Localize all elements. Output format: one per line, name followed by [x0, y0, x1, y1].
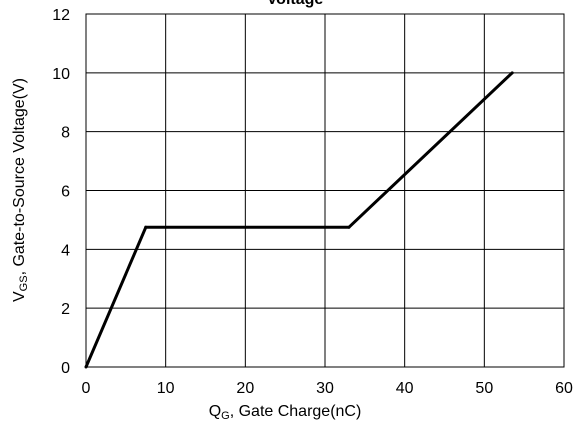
- y-tick-label: 0: [61, 360, 70, 377]
- x-tick-label: 30: [316, 380, 334, 397]
- y-tick-label: 10: [52, 66, 70, 83]
- series-group: [84, 71, 514, 369]
- chart-title: Voltage: [267, 0, 324, 8]
- y-tick-label: 6: [61, 184, 70, 201]
- x-tick-label: 60: [555, 380, 573, 397]
- y-axis-title-main: V: [11, 291, 28, 302]
- series-line: [84, 71, 514, 368]
- x-tick-label: 50: [475, 380, 493, 397]
- series-point: [510, 71, 514, 75]
- tick-labels: 0 10 20 30 40 50 60 0 2 4 6 8 10 12: [52, 7, 573, 397]
- grid-lines: [85, 13, 565, 368]
- y-tick-label: 4: [61, 242, 70, 259]
- y-tick-label: 12: [52, 7, 70, 24]
- y-tick-label: 2: [61, 301, 70, 318]
- x-tick-label: 20: [236, 380, 254, 397]
- x-tick-label: 10: [157, 380, 175, 397]
- series-point: [144, 225, 148, 229]
- x-axis-title: QG, Gate Charge(nC): [209, 403, 362, 422]
- y-tick-label: 8: [61, 125, 70, 142]
- x-axis-title-sub: G: [221, 410, 230, 422]
- series-point: [347, 225, 351, 229]
- y-axis-title-rest: , Gate-to-Source Voltage(V): [11, 78, 28, 275]
- plot-area-frame: [85, 13, 565, 368]
- x-axis-title-main: Q: [209, 403, 221, 420]
- x-axis-title-rest: , Gate Charge(nC): [230, 403, 362, 420]
- y-axis-title: VGS, Gate-to-Source Voltage(V): [11, 78, 30, 302]
- y-axis-title-sub: GS: [18, 275, 30, 291]
- x-tick-label: 0: [82, 380, 91, 397]
- x-tick-label: 40: [396, 380, 414, 397]
